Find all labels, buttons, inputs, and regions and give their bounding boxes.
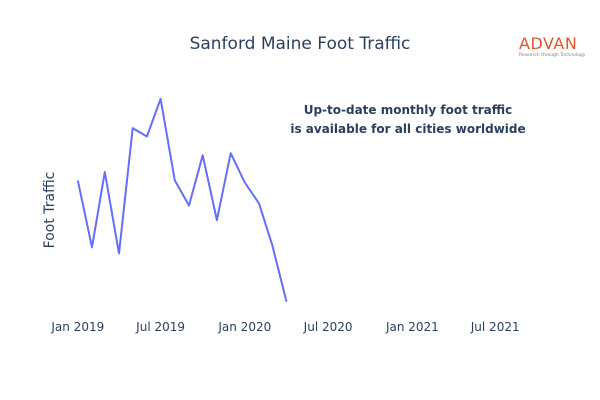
data-point — [144, 134, 149, 139]
data-point — [257, 201, 262, 206]
chart-annotation: Up-to-date monthly foot traffic is avail… — [258, 101, 558, 139]
data-point — [270, 243, 275, 248]
data-point — [102, 170, 107, 175]
series-line-0 — [76, 97, 288, 302]
data-point — [187, 203, 192, 208]
chart-title: Sanford Maine Foot Traffic — [189, 34, 411, 54]
logo-tagline: Research through Technology — [519, 53, 586, 58]
data-point — [117, 251, 122, 256]
data-point — [75, 178, 80, 183]
x-tick-label: Jul 2019 — [136, 320, 186, 334]
annotation-line-1: Up-to-date monthly foot traffic — [303, 103, 513, 117]
data-point — [158, 96, 163, 101]
x-tick-label: Jan 2020 — [218, 320, 272, 334]
data-point — [284, 299, 289, 304]
annotation-line-2: is available for all cities worldwide — [290, 122, 526, 136]
x-tick-label: Jul 2020 — [303, 320, 353, 334]
data-point — [242, 180, 247, 185]
data-point — [228, 151, 233, 156]
data-point — [200, 153, 205, 158]
data-point — [130, 126, 135, 131]
data-point — [214, 218, 219, 223]
x-tick-label: Jul 2021 — [470, 320, 520, 334]
advan-logo: ADVAN Research through Technology — [519, 34, 589, 64]
x-tick-label: Jan 2021 — [385, 320, 439, 334]
data-point — [172, 178, 177, 183]
logo-wordmark: ADVAN — [519, 34, 578, 53]
x-tick-label: Jan 2019 — [51, 320, 105, 334]
data-point — [90, 245, 95, 250]
